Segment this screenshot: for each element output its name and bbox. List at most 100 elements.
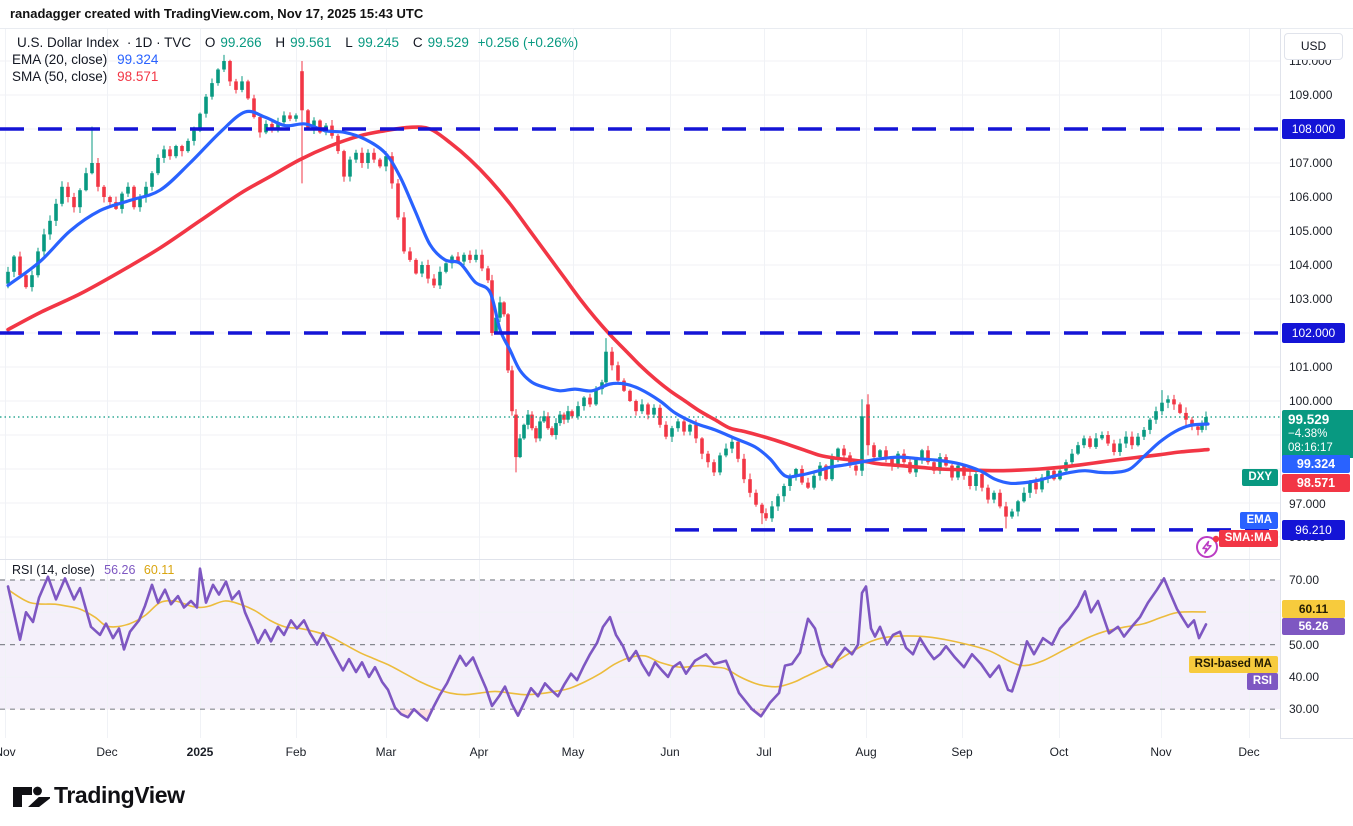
currency-unit-button[interactable]: USD bbox=[1284, 33, 1343, 60]
candle-body bbox=[234, 81, 238, 90]
candle-body bbox=[748, 479, 752, 493]
candle-body bbox=[866, 404, 870, 446]
time-tick-label: Feb bbox=[285, 745, 307, 759]
tradingview-brand-text[interactable]: TradingView bbox=[54, 782, 185, 808]
candle-body bbox=[534, 428, 538, 439]
candle-body bbox=[132, 186, 136, 208]
candle-body bbox=[1106, 435, 1110, 444]
candle-body bbox=[1172, 399, 1176, 405]
tradingview-logo-icon[interactable] bbox=[12, 781, 50, 813]
ema-legend-row[interactable]: EMA (20, close) 99.324 bbox=[12, 51, 578, 68]
ema-label: EMA (20, close) bbox=[12, 52, 108, 67]
candle-body bbox=[498, 302, 502, 318]
candle-body bbox=[896, 453, 900, 466]
candle-body bbox=[174, 146, 178, 157]
candle-body bbox=[318, 120, 322, 133]
candle-body bbox=[712, 462, 716, 473]
candle-body bbox=[252, 98, 256, 118]
candle-body bbox=[1028, 482, 1032, 493]
candle-body bbox=[670, 428, 674, 437]
candle-body bbox=[168, 149, 172, 157]
rsi-gridlines bbox=[0, 559, 1280, 738]
price-tick-label: 107.000 bbox=[1289, 156, 1333, 170]
time-tick-label: Nov bbox=[1150, 745, 1172, 759]
pane-separator[interactable] bbox=[0, 559, 1353, 560]
candle-body bbox=[1200, 424, 1204, 430]
ema-value-badge: 99.324 bbox=[1282, 455, 1350, 473]
candle-body bbox=[794, 469, 798, 476]
candle-body bbox=[658, 407, 662, 425]
candle-body bbox=[210, 83, 214, 97]
price-tick-label: 106.000 bbox=[1289, 190, 1333, 204]
candle-body bbox=[550, 428, 554, 435]
candle-body bbox=[84, 173, 88, 191]
flash-trade-icon[interactable] bbox=[1192, 531, 1224, 563]
candle-body bbox=[342, 151, 346, 177]
candle-body bbox=[770, 506, 774, 519]
candle-body bbox=[812, 475, 816, 488]
price-tick-label: 103.000 bbox=[1289, 292, 1333, 306]
rsi-ma-value-badge: 60.11 bbox=[1282, 600, 1345, 618]
candle-body bbox=[974, 474, 978, 486]
candle-body bbox=[1082, 438, 1086, 446]
candle-body bbox=[204, 96, 208, 114]
candle-body bbox=[486, 268, 490, 281]
candle-body bbox=[526, 414, 530, 425]
time-tick-label: Sep bbox=[951, 745, 973, 759]
candle-body bbox=[270, 123, 274, 129]
candle-body bbox=[414, 259, 418, 274]
price-tick-label: 104.000 bbox=[1289, 258, 1333, 272]
price-tick-label: 109.000 bbox=[1289, 88, 1333, 102]
main-price-pane[interactable] bbox=[0, 29, 1280, 559]
candle-body bbox=[494, 317, 498, 333]
candle-body bbox=[950, 465, 954, 478]
symbol-meta: · 1D · TVC bbox=[126, 35, 192, 50]
candle-body bbox=[694, 424, 698, 439]
time-axis[interactable]: Nov Dec 2025 Feb Mar Apr May Jun Jul Aug Sep Oct Nov… bbox=[0, 738, 1280, 769]
candle-body bbox=[1004, 506, 1008, 517]
candle-body bbox=[402, 217, 406, 252]
candle-body bbox=[628, 390, 632, 401]
price-axis[interactable]: 30.0040.0050.0070.0096.00097.000100.0001… bbox=[1280, 29, 1353, 738]
candle-body bbox=[506, 314, 510, 371]
candle-body bbox=[444, 263, 448, 272]
candle-body bbox=[1184, 412, 1188, 420]
sma50-line bbox=[6, 125, 1210, 473]
candle-body bbox=[700, 438, 704, 454]
price-tick-label: 101.000 bbox=[1289, 360, 1333, 374]
candle-body bbox=[246, 81, 250, 99]
candle-body bbox=[12, 256, 16, 272]
candle-body bbox=[138, 197, 142, 208]
candle-body bbox=[108, 197, 112, 203]
time-tick-label: Dec bbox=[96, 745, 118, 759]
ema20-line bbox=[6, 109, 1210, 486]
symbol-title[interactable]: U.S. Dollar Index bbox=[17, 35, 120, 50]
candle-body bbox=[1046, 470, 1050, 478]
rsi-value: 56.26 bbox=[104, 563, 136, 577]
candle-body bbox=[1166, 399, 1170, 403]
candle-body bbox=[502, 302, 506, 315]
rsi-tick-label: 30.00 bbox=[1289, 702, 1320, 717]
sma-legend-row[interactable]: SMA (50, close) 98.571 bbox=[12, 68, 578, 85]
candle-body bbox=[72, 197, 76, 208]
candle-body bbox=[126, 186, 130, 194]
change-percent: −4.38% bbox=[1288, 428, 1328, 440]
price-tick-label: 97.000 bbox=[1289, 497, 1326, 511]
candle-body bbox=[282, 115, 286, 123]
ohlc-close: C 99.529 bbox=[412, 35, 469, 50]
candle-body bbox=[830, 458, 834, 480]
candle-body bbox=[408, 251, 412, 260]
candle-body bbox=[1016, 501, 1020, 512]
candle-body bbox=[144, 186, 148, 197]
rsi-pane[interactable] bbox=[0, 559, 1280, 738]
candle-body bbox=[1130, 436, 1134, 446]
candle-body bbox=[150, 173, 154, 187]
symbol-legend-row[interactable]: U.S. Dollar Index · 1D · TVC O 99.266 H 99… bbox=[12, 34, 578, 51]
ema-price-line-chip: EMA bbox=[1240, 512, 1278, 529]
rsi-legend-row[interactable]: RSI (14, close) 56.26 60.11 bbox=[12, 562, 174, 578]
candle-body bbox=[312, 120, 316, 129]
candle-body bbox=[872, 445, 876, 458]
candle-body bbox=[480, 254, 484, 269]
candle-body bbox=[1076, 445, 1080, 454]
candle-body bbox=[462, 254, 466, 262]
